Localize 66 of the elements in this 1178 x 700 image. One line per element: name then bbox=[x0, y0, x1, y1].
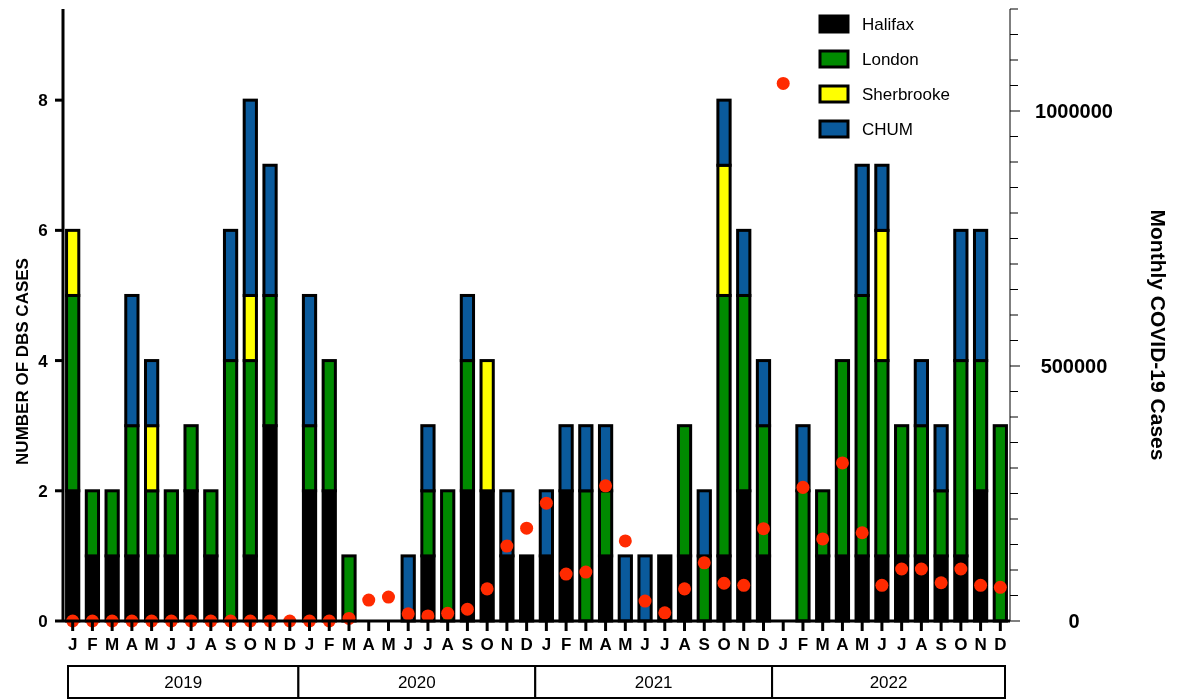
x-tick-label: O bbox=[480, 635, 494, 654]
x-tick-label: N bbox=[500, 635, 514, 654]
x-tick-label: O bbox=[954, 635, 968, 654]
x-tick-label: J bbox=[423, 635, 433, 654]
x-tick-label: A bbox=[125, 635, 139, 654]
legend-label: Halifax bbox=[862, 14, 915, 34]
text: 2020 bbox=[397, 672, 436, 692]
y2-tick-label: 1000000 bbox=[1035, 100, 1113, 122]
x-tick-label: D bbox=[520, 635, 533, 654]
legend-label: Sherbrooke bbox=[862, 84, 950, 104]
y-axis-title: NUMBER OF DBS CASES bbox=[12, 258, 32, 465]
x-tick-label: A bbox=[678, 635, 691, 654]
x-tick-label: J bbox=[541, 635, 552, 654]
x-tick-label: F bbox=[324, 635, 335, 654]
x-tick-label: J bbox=[403, 635, 413, 654]
legend-label: CHUM bbox=[862, 119, 913, 139]
x-tick-label: D bbox=[994, 635, 1007, 654]
x-tick-label: J bbox=[896, 635, 907, 654]
y2-tick-label: 0 bbox=[1068, 610, 1080, 632]
x-tick-label: F bbox=[87, 635, 98, 654]
x-tick-label: M bbox=[815, 635, 830, 654]
y-tick-label: 8 bbox=[38, 91, 48, 111]
x-tick-label: A bbox=[836, 635, 849, 654]
x-tick-label: S bbox=[224, 635, 237, 654]
x-tick-label: J bbox=[640, 635, 650, 654]
y2-tick-label: 500000 bbox=[1040, 355, 1108, 377]
x-tick-label: J bbox=[67, 635, 78, 654]
x-tick-label: M bbox=[105, 635, 120, 654]
x-tick-label: M bbox=[341, 635, 357, 654]
x-tick-label: A bbox=[441, 635, 454, 654]
x-tick-label: S bbox=[698, 635, 710, 654]
text: 2021 bbox=[634, 672, 673, 692]
x-tick-label: A bbox=[204, 635, 217, 654]
x-tick-label: N bbox=[737, 635, 750, 654]
x-tick-label: J bbox=[660, 635, 670, 654]
y2-axis-title: Monthly COVID-19 Cases bbox=[1146, 209, 1170, 461]
x-tick-label: O bbox=[717, 635, 731, 654]
x-tick-label: J bbox=[778, 635, 788, 654]
x-tick-label: A bbox=[915, 635, 928, 654]
legend-label: London bbox=[862, 49, 919, 69]
x-tick-label: M bbox=[618, 635, 633, 654]
x-tick-label: J bbox=[166, 635, 177, 654]
x-tick-label: O bbox=[243, 635, 257, 654]
x-tick-label: M bbox=[578, 635, 593, 654]
x-tick-label: N bbox=[263, 635, 277, 654]
x-tick-label: J bbox=[186, 635, 196, 654]
x-tick-label: N bbox=[974, 635, 987, 654]
x-tick-label: A bbox=[362, 635, 375, 654]
x-tick-label: F bbox=[797, 635, 809, 654]
x-tick-label: D bbox=[283, 635, 296, 654]
y-tick-label: 4 bbox=[38, 351, 49, 371]
x-tick-label: S bbox=[935, 635, 947, 654]
x-tick-label: J bbox=[304, 635, 315, 654]
x-tick-label: F bbox=[560, 635, 572, 654]
x-tick-label: M bbox=[381, 635, 396, 654]
x-tick-label: S bbox=[461, 635, 474, 654]
x-tick-label: J bbox=[877, 635, 887, 654]
x-tick-label: M bbox=[855, 635, 870, 654]
x-tick-label: A bbox=[599, 635, 612, 654]
x-tick-label: M bbox=[144, 635, 159, 654]
x-tick-label: D bbox=[757, 635, 770, 654]
y-tick-label: 0 bbox=[38, 611, 48, 631]
y-tick-label: 6 bbox=[38, 221, 48, 241]
y-tick-label: 2 bbox=[38, 481, 48, 501]
text: 2022 bbox=[869, 672, 908, 692]
text: 2019 bbox=[164, 672, 203, 692]
